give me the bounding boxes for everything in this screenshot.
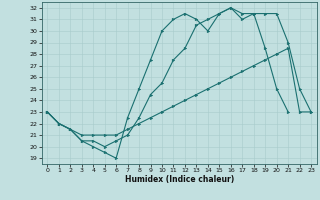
X-axis label: Humidex (Indice chaleur): Humidex (Indice chaleur) <box>124 175 234 184</box>
